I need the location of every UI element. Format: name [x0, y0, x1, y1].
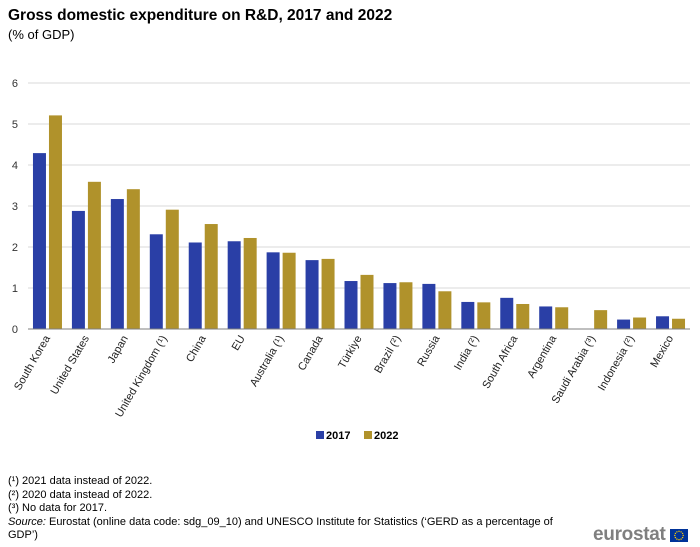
bar-2022: [633, 317, 647, 329]
chart-title: Gross domestic expenditure on R&D, 2017 …: [8, 7, 393, 24]
eurostat-logo: eurostat: [593, 524, 688, 546]
source-note: Source: Eurostat (online data code: sdg_…: [8, 516, 568, 543]
bar-2022: [438, 291, 452, 329]
legend-label-2017: 2017: [326, 430, 350, 442]
bar-2017: [110, 199, 124, 329]
bar-2017: [32, 153, 46, 329]
legend-label-2022: 2022: [374, 430, 398, 442]
x-tick-label: Türkiye: [336, 334, 364, 371]
bar-2017: [617, 319, 631, 329]
bar-2017: [344, 281, 358, 329]
x-tick-label: Brazil (²): [372, 334, 403, 376]
x-tick-label: Japan: [106, 334, 131, 366]
bar-2022: [204, 224, 218, 329]
bar-2022: [555, 307, 569, 329]
bar-2022: [165, 209, 179, 329]
x-tick-label: Indonesia (²): [596, 334, 637, 393]
bar-2022: [282, 252, 296, 329]
x-tick-label: South Korea: [12, 333, 53, 393]
legend-swatch-2017: [316, 431, 324, 439]
bar-2022: [477, 302, 491, 329]
y-tick-label: 3: [12, 201, 18, 213]
source-text: Eurostat (online data code: sdg_09_10) a…: [8, 515, 553, 542]
x-tick-label: Saudi Arabia (³): [550, 334, 599, 406]
footnote-3: (³) No data for 2017.: [8, 502, 108, 514]
bar-2022: [399, 282, 413, 329]
x-tick-label: Russia: [415, 333, 443, 369]
bar-2017: [188, 242, 202, 329]
bar-2022: [321, 258, 335, 329]
bar-2017: [461, 301, 475, 329]
footnotes: (¹) 2021 data instead of 2022. (²) 2020 …: [8, 475, 568, 543]
x-tick-label: Canada: [296, 333, 326, 373]
x-tick-label: Argentina: [525, 333, 559, 381]
x-tick-label: Australia (¹): [248, 334, 287, 389]
y-tick-label: 6: [12, 78, 18, 90]
y-tick-label: 0: [12, 324, 18, 336]
source-label: Source:: [8, 515, 46, 528]
x-tick-label: South Africa: [480, 333, 520, 391]
bar-2017: [383, 283, 397, 329]
bar-2022: [87, 181, 101, 329]
legend-swatch-2022: [364, 431, 372, 439]
x-tick-label: India (²): [452, 333, 481, 372]
bar-2017: [266, 252, 280, 329]
bar-2017: [539, 306, 553, 329]
eurostat-logo-text: eurostat: [593, 524, 666, 545]
bar-2017: [500, 297, 514, 329]
bar-2022: [48, 115, 62, 329]
bar-2022: [672, 318, 686, 329]
bar-2022: [360, 274, 374, 329]
y-tick-label: 1: [12, 283, 18, 295]
bar-2017: [422, 283, 436, 329]
y-tick-label: 4: [12, 160, 18, 172]
bar-2017: [227, 241, 241, 329]
bar-2017: [149, 234, 163, 329]
x-tick-label: China: [184, 333, 209, 365]
bar-2022: [243, 237, 257, 329]
bar-2017: [71, 210, 85, 329]
footnote-2: (²) 2020 data instead of 2022.: [8, 488, 153, 501]
bar-2022: [126, 189, 140, 329]
bar-2022: [594, 310, 608, 329]
footnote-1: (¹) 2021 data instead of 2022.: [8, 475, 153, 487]
chart-subtitle: (% of GDP): [8, 27, 75, 42]
y-tick-label: 2: [12, 242, 18, 254]
bar-2022: [516, 303, 530, 329]
y-tick-label: 5: [12, 119, 18, 131]
bar-2017: [305, 260, 319, 329]
bar-2017: [656, 316, 670, 329]
x-tick-label: EU: [230, 333, 248, 352]
eu-flag-icon: [669, 528, 688, 542]
x-tick-label: United States: [49, 333, 93, 397]
x-tick-label: Mexico: [648, 334, 676, 370]
